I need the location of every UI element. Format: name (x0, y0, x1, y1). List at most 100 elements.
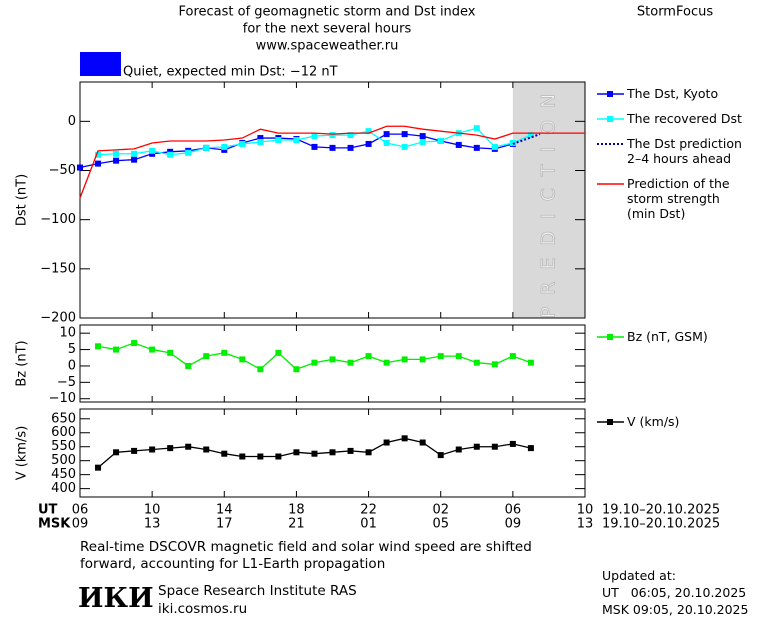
data-point (167, 445, 174, 452)
legend-entry: The Dst prediction 2–4 hours ahead (627, 136, 742, 166)
x-tick-label: 18 (288, 503, 305, 518)
x2-tick-label: 09 (505, 517, 522, 532)
brand: StormFocus (637, 5, 713, 20)
data-point (311, 359, 318, 366)
y-tick-label: −10 (49, 391, 76, 406)
data-point (401, 435, 408, 442)
data-point (473, 144, 480, 151)
plot-frame (79, 81, 586, 319)
data-point (365, 128, 372, 135)
data-point (221, 450, 228, 457)
data-point (383, 439, 390, 446)
data-point (95, 343, 102, 350)
data-point (257, 453, 264, 460)
data-point (293, 137, 300, 144)
date-range: 19.10–20.10.2025 (602, 503, 720, 518)
data-point (437, 452, 444, 459)
legend-marker (607, 91, 613, 97)
url: iki.cosmos.ru (158, 601, 248, 617)
data-point (455, 141, 462, 148)
status-text: Quiet, expected min Dst: −12 nT (123, 65, 338, 80)
data-point (239, 453, 246, 460)
data-point (257, 138, 264, 145)
data-point (509, 353, 516, 360)
data-point (419, 356, 426, 363)
series-line (512, 133, 541, 145)
data-point (401, 356, 408, 363)
y-tick-label: −150 (40, 261, 76, 276)
data-point (419, 138, 426, 145)
data-point (365, 353, 372, 360)
data-point (113, 449, 120, 456)
prediction-label: PREDICTION (537, 82, 559, 319)
data-point (527, 359, 534, 366)
plot-frame (79, 408, 586, 498)
data-point (203, 144, 210, 151)
data-point (167, 349, 174, 356)
x-tick-label: 14 (216, 503, 233, 518)
data-point (347, 359, 354, 366)
x2-tick-label: 17 (216, 517, 233, 532)
data-point (311, 133, 318, 140)
data-point (113, 346, 120, 353)
data-point (491, 143, 498, 150)
data-point (455, 446, 462, 453)
data-point (473, 359, 480, 366)
y-tick-label: −200 (40, 311, 76, 326)
status-box (80, 52, 121, 76)
data-point (221, 143, 228, 150)
plot-frame (79, 324, 586, 403)
legend-entry: The recovered Dst (627, 111, 742, 126)
legend-marker (607, 334, 613, 340)
data-point (365, 449, 372, 456)
y-tick-label: 500 (51, 453, 76, 468)
x-tick-label: 22 (360, 503, 377, 518)
x2-tick-label: 01 (360, 517, 377, 532)
data-point (455, 353, 462, 360)
data-point (419, 133, 426, 140)
legend-entry: Bz (nT, GSM) (627, 329, 708, 344)
data-point (275, 137, 282, 144)
data-point (329, 144, 336, 151)
x2-tick-label: 05 (432, 517, 449, 532)
data-point (401, 143, 408, 150)
data-point (257, 366, 264, 373)
data-point (311, 450, 318, 457)
data-point (275, 453, 282, 460)
y-tick-label: −50 (49, 163, 76, 178)
data-point (527, 132, 534, 139)
data-point (239, 356, 246, 363)
institute: Space Research Institute RAS (158, 583, 357, 599)
data-point (149, 147, 156, 154)
data-point (221, 349, 228, 356)
title-line: Forecast of geomagnetic storm and Dst in… (178, 5, 475, 20)
data-point (311, 143, 318, 150)
x2-axis-label: MSK (38, 517, 71, 532)
data-point (383, 359, 390, 366)
legend-entry: V (km/s) (627, 414, 680, 429)
data-point (275, 349, 282, 356)
y-tick-label: 0 (68, 358, 76, 373)
x-tick-label: 06 (505, 503, 522, 518)
y-tick-label: 5 (68, 342, 76, 357)
x2-tick-label: 21 (288, 517, 305, 532)
x2-tick-label: 13 (577, 517, 594, 532)
x-tick-label: 10 (144, 503, 161, 518)
updated-line: MSK 09:05, 20.10.2025 (602, 602, 749, 617)
y-tick-label: 400 (51, 481, 76, 496)
logo: ИКИ (78, 583, 154, 614)
data-point (149, 346, 156, 353)
note: Real-time DSCOVR magnetic field and sola… (80, 539, 532, 555)
data-point (401, 131, 408, 138)
data-point (131, 447, 138, 454)
y-axis-label: Dst (nT) (15, 174, 30, 226)
data-point (491, 443, 498, 450)
data-point (293, 366, 300, 373)
x-tick-label: 02 (432, 503, 449, 518)
updated-title: Updated at: (602, 568, 676, 583)
data-point (347, 144, 354, 151)
data-point (131, 340, 138, 347)
y-tick-label: 0 (68, 114, 76, 129)
data-point (185, 443, 192, 450)
